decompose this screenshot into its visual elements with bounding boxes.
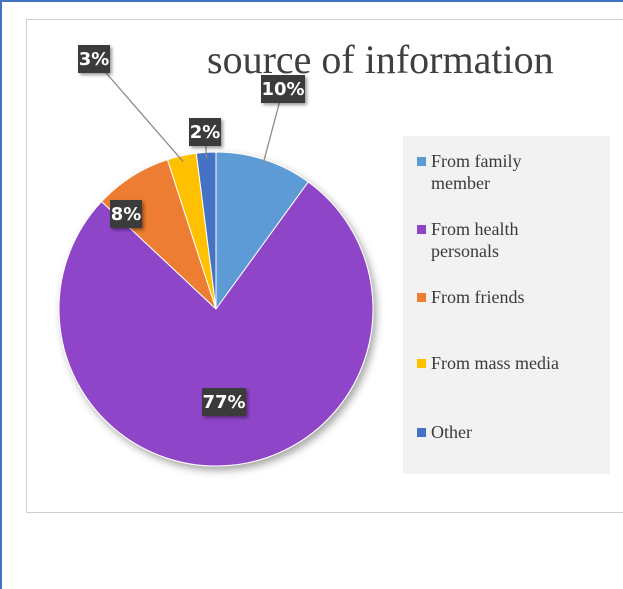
- legend-item-other: Other: [417, 421, 581, 443]
- data-label-box-media: [78, 45, 110, 73]
- data-label-box-health: [202, 388, 246, 416]
- legend-swatch-media: [417, 359, 426, 368]
- legend-label-other: Other: [431, 422, 472, 442]
- data-label-box-family: [261, 75, 305, 103]
- legend-swatch-other: [417, 428, 426, 437]
- legend: From family member From health personals…: [403, 136, 610, 474]
- leader-line-media: [93, 58, 184, 163]
- data-label-other: 2%: [189, 118, 221, 146]
- legend-swatch-health: [417, 225, 426, 234]
- legend-label-media: From mass media: [431, 353, 559, 373]
- legend-swatch-friends: [417, 293, 426, 302]
- legend-item-media: From mass media: [417, 352, 581, 374]
- data-label-text-media: 3%: [79, 49, 110, 70]
- data-label-health: 77%: [202, 388, 246, 416]
- data-label-friends: 8%: [110, 200, 142, 228]
- legend-item-friends: From friends: [417, 286, 581, 308]
- data-label-box-other: [189, 118, 221, 146]
- legend-label-health: From health personals: [431, 219, 519, 261]
- chart-title: source of information: [207, 37, 554, 82]
- data-label-box-friends: [110, 200, 142, 228]
- legend-label-friends: From friends: [431, 287, 525, 307]
- legend-item-family: From family member: [417, 150, 581, 194]
- data-label-media: 3%: [78, 45, 110, 73]
- pie-slice-health: [58, 181, 374, 467]
- data-label-family: 10%: [261, 75, 305, 103]
- data-label-text-health: 77%: [202, 392, 245, 413]
- legend-item-health: From health personals: [417, 218, 581, 262]
- data-label-text-friends: 8%: [111, 204, 142, 225]
- legend-swatch-family: [417, 157, 426, 166]
- data-label-text-other: 2%: [190, 122, 221, 143]
- legend-label-family: From family member: [431, 151, 522, 193]
- data-label-text-family: 10%: [261, 79, 304, 100]
